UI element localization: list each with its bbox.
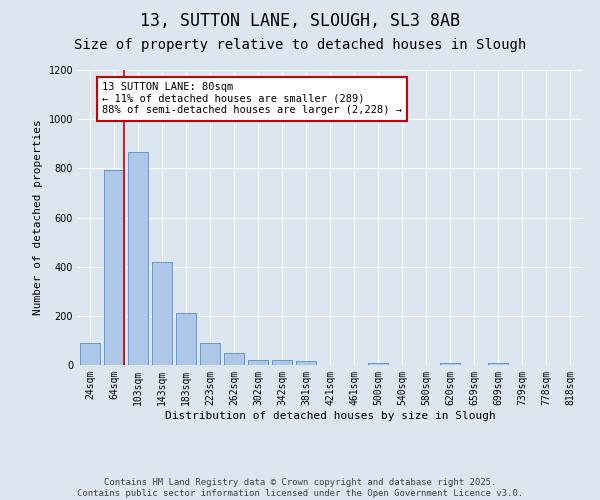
Bar — [80, 343, 100, 365]
Bar — [104, 170, 124, 365]
Text: 13 SUTTON LANE: 80sqm
← 11% of detached houses are smaller (289)
88% of semi-det: 13 SUTTON LANE: 80sqm ← 11% of detached … — [102, 82, 402, 116]
Bar — [248, 360, 268, 365]
Bar — [224, 352, 244, 365]
Bar — [272, 360, 292, 365]
Bar — [200, 343, 220, 365]
Bar — [296, 362, 316, 365]
Bar — [152, 262, 172, 365]
Bar — [440, 362, 460, 365]
Text: Contains HM Land Registry data © Crown copyright and database right 2025.
Contai: Contains HM Land Registry data © Crown c… — [77, 478, 523, 498]
Bar — [488, 362, 508, 365]
Text: Size of property relative to detached houses in Slough: Size of property relative to detached ho… — [74, 38, 526, 52]
Bar — [176, 314, 196, 365]
X-axis label: Distribution of detached houses by size in Slough: Distribution of detached houses by size … — [164, 410, 496, 420]
Text: 13, SUTTON LANE, SLOUGH, SL3 8AB: 13, SUTTON LANE, SLOUGH, SL3 8AB — [140, 12, 460, 30]
Y-axis label: Number of detached properties: Number of detached properties — [33, 120, 43, 316]
Bar — [128, 152, 148, 365]
Bar — [368, 363, 388, 365]
